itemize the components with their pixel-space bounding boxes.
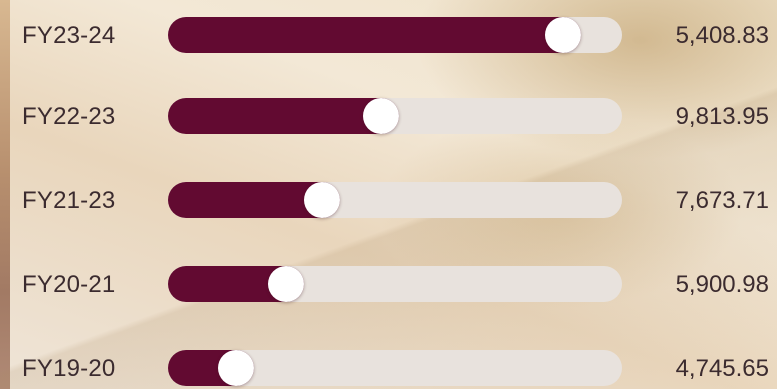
progress-fill <box>168 98 400 134</box>
slider-knob[interactable] <box>268 266 305 302</box>
row-value: 5,900.98 <box>675 271 769 298</box>
row-label: FY22-23 <box>22 103 116 130</box>
progress-track[interactable] <box>168 266 622 302</box>
progress-row-fy20-21: FY20-21 5,900.98 <box>0 264 777 304</box>
progress-row-fy22-23: FY22-23 9,813.95 <box>0 96 777 136</box>
row-value: 5,408.83 <box>675 22 769 49</box>
progress-track[interactable] <box>168 182 622 218</box>
progress-row-fy21-23: FY21-23 7,673.71 <box>0 180 777 220</box>
progress-track[interactable] <box>168 98 622 134</box>
row-value: 4,745.65 <box>675 355 769 382</box>
row-label: FY20-21 <box>22 271 116 298</box>
row-label: FY23-24 <box>22 22 116 49</box>
progress-fill <box>168 17 581 53</box>
slider-knob[interactable] <box>218 350 255 386</box>
progress-row-fy23-24: FY23-24 5,408.83 <box>0 15 777 55</box>
row-label: FY21-23 <box>22 187 116 214</box>
row-value: 7,673.71 <box>675 187 769 214</box>
slider-knob[interactable] <box>544 17 581 53</box>
row-value: 9,813.95 <box>675 103 769 130</box>
row-label: FY19-20 <box>22 355 116 382</box>
slider-knob[interactable] <box>363 98 400 134</box>
progress-row-fy19-20: FY19-20 4,745.65 <box>0 348 777 388</box>
left-edge-decoration <box>0 0 10 389</box>
slider-knob[interactable] <box>304 182 341 218</box>
progress-track[interactable] <box>168 350 622 386</box>
progress-track[interactable] <box>168 17 622 53</box>
